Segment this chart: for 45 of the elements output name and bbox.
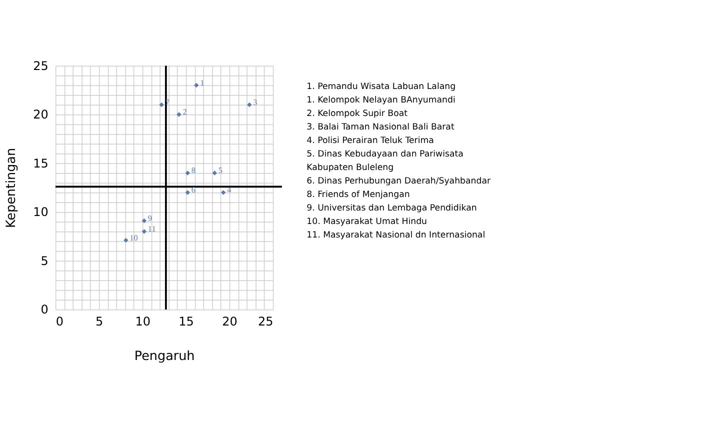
- text: 6. Dinas Perhubungan Daerah/Syahbandar: [306, 176, 491, 187]
- x-tick-label: 5: [96, 314, 104, 329]
- text: 2. Kelompok Supir Boat: [306, 109, 408, 120]
- text: 5. Dinas Kebudayaan dan Pariwisata Kabupaten Buleleng: [306, 150, 464, 174]
- y-tick-label: 10: [33, 205, 48, 220]
- text: 8. Friends of Menjangan: [306, 190, 410, 200]
- annotation: 8: [191, 166, 196, 176]
- point: [220, 190, 226, 195]
- x-tick-label: 0: [56, 314, 64, 329]
- x-tick-label: 15: [178, 314, 194, 329]
- text: 9. Universitas dan Lembaga Pendidikan: [306, 204, 477, 214]
- text: 3. Balai Taman Nasional Bali Barat: [306, 122, 455, 133]
- text: 4. Polisi Perairan Teluk Terima: [306, 136, 434, 146]
- y-tick-label: 25: [33, 58, 48, 73]
- x-tick-label: 10: [135, 314, 150, 329]
- annotation: 6: [191, 186, 196, 195]
- point: [142, 229, 147, 234]
- point: [212, 170, 218, 176]
- point: [247, 102, 252, 108]
- point: [124, 238, 128, 243]
- point: [194, 82, 199, 88]
- x-axis-title: Pengaruh: [134, 349, 195, 364]
- y-tick-label: 20: [33, 108, 48, 122]
- text: 10. Masyarakat Umat Hindu: [306, 216, 427, 227]
- x-tick-label: 20: [222, 314, 238, 329]
- annotation: 1: [200, 78, 204, 88]
- y-tick-label: 15: [33, 156, 48, 170]
- text: 11. Masyarakat Nasional dn Internasional: [306, 230, 486, 240]
- y-tick-label: 5: [40, 254, 48, 268]
- text: 1. Kelompok Nelayan BAnyumandi: [306, 96, 456, 106]
- annotation: 11: [148, 224, 156, 234]
- annotation: 10: [130, 233, 138, 242]
- x-tick-label: 25: [258, 314, 274, 329]
- annotation: 3: [253, 98, 258, 107]
- point: [142, 218, 147, 224]
- point: [159, 102, 164, 108]
- annotation: 9: [148, 214, 152, 223]
- point: [185, 170, 190, 176]
- annotation: 5: [218, 166, 223, 176]
- point: [185, 190, 190, 195]
- y-axis-title: Kepentingan: [4, 148, 20, 228]
- annotation: 4: [227, 186, 232, 195]
- y-tick-label: 0: [40, 302, 48, 317]
- text: 1. Pemandu Wisata Labuan Lalang: [306, 82, 456, 92]
- annotation: 2: [182, 108, 187, 117]
